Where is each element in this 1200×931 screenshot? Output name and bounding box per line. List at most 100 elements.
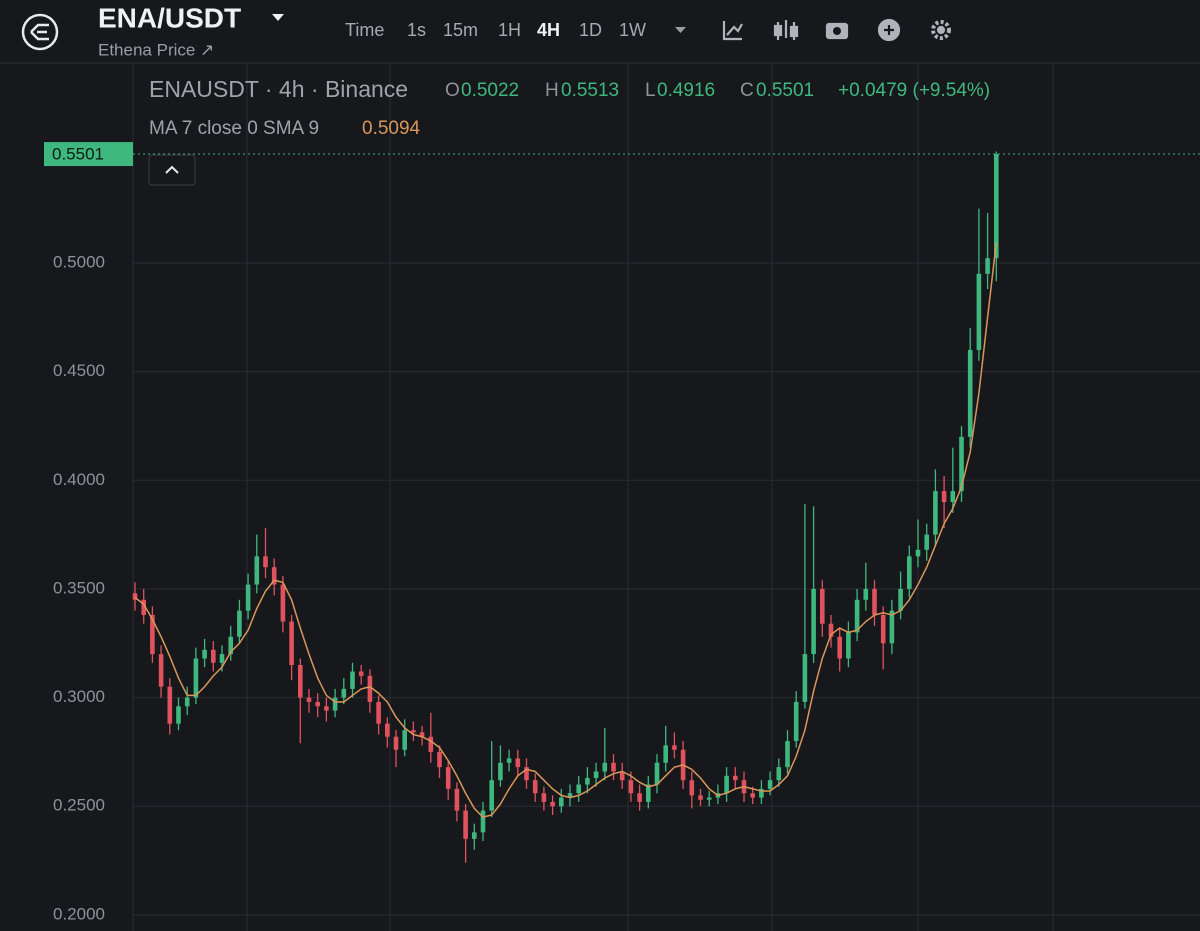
candle-body bbox=[158, 654, 164, 687]
candle-body bbox=[358, 671, 364, 676]
interval-button[interactable]: Time bbox=[345, 20, 384, 40]
ma-value: 0.5094 bbox=[362, 118, 421, 139]
candle-body bbox=[837, 636, 842, 659]
candles bbox=[132, 151, 1200, 863]
symbol-dropdown[interactable] bbox=[272, 14, 284, 21]
interval-button[interactable]: 15m bbox=[443, 20, 478, 40]
candle-body bbox=[915, 549, 921, 557]
ma-line bbox=[134, 242, 998, 818]
y-tick-label: 0.2000 bbox=[53, 904, 105, 923]
interval-button[interactable]: 4H bbox=[537, 20, 560, 40]
logo[interactable] bbox=[21, 13, 59, 51]
candle-body bbox=[132, 593, 138, 600]
candle-body bbox=[828, 623, 834, 637]
candle-body bbox=[802, 654, 808, 702]
candle-body bbox=[593, 771, 599, 779]
indicator-icon[interactable] bbox=[722, 21, 743, 41]
chart-title: ENAUSDT · 4h · Binance bbox=[149, 76, 408, 102]
candle-body bbox=[619, 771, 625, 781]
candle-body bbox=[689, 780, 695, 796]
ohlc-value: 0.5501 bbox=[756, 80, 814, 101]
candle-body bbox=[602, 762, 608, 772]
y-tick-label: 0.4500 bbox=[53, 361, 105, 380]
candle-body bbox=[332, 697, 338, 711]
candle-body bbox=[228, 636, 233, 655]
candle-body bbox=[550, 801, 555, 807]
toolbar: Time 1s 15m 1H 4H 1D 1W bbox=[345, 20, 646, 40]
candle-icon-body bbox=[773, 24, 783, 37]
candle-body bbox=[698, 795, 703, 800]
candle-body bbox=[889, 610, 895, 644]
candle-body bbox=[306, 697, 312, 702]
candle-body bbox=[907, 556, 912, 589]
candle-body bbox=[254, 556, 260, 585]
candle-body bbox=[271, 567, 277, 585]
candle-body bbox=[480, 810, 486, 833]
ma-name: MA 7 close 0 SMA 9 bbox=[149, 118, 319, 139]
interval-button[interactable]: 1D bbox=[579, 20, 602, 40]
candle-body bbox=[202, 649, 207, 659]
candle-body bbox=[402, 730, 407, 750]
candle-body bbox=[950, 491, 956, 502]
interval-dropdown[interactable] bbox=[675, 27, 686, 33]
candle-body bbox=[880, 615, 886, 644]
ohlc-value: 0.5022 bbox=[461, 80, 519, 101]
ohlc-value: 0.5513 bbox=[561, 80, 619, 101]
y-tick-label: 0.5000 bbox=[53, 252, 105, 271]
candle-body bbox=[611, 762, 616, 772]
candle-body bbox=[489, 780, 494, 811]
candle-body bbox=[376, 701, 381, 724]
candle-body bbox=[820, 588, 825, 624]
collapse-chevron bbox=[165, 165, 179, 174]
candle-body bbox=[463, 810, 468, 839]
candle-body bbox=[872, 588, 877, 616]
toolbar-icons bbox=[722, 18, 951, 42]
interval-button[interactable]: 1W bbox=[619, 20, 646, 40]
candle-icon-body bbox=[789, 25, 799, 38]
candle-body bbox=[646, 784, 651, 802]
ohlc-value: 0.4916 bbox=[657, 80, 715, 101]
candle-body bbox=[141, 599, 146, 616]
collapse-button[interactable] bbox=[148, 154, 196, 186]
candle-body bbox=[184, 697, 190, 707]
candle-body bbox=[411, 730, 416, 733]
candle-body bbox=[367, 675, 373, 702]
candle-body bbox=[959, 436, 964, 492]
candle-body bbox=[776, 767, 782, 781]
candle-body bbox=[324, 706, 329, 711]
candle-body bbox=[506, 758, 512, 763]
candle-body bbox=[994, 154, 999, 259]
candle-body bbox=[167, 686, 173, 724]
candle-body bbox=[315, 701, 320, 707]
interval-button[interactable]: 1s bbox=[407, 20, 426, 40]
candle-body bbox=[785, 741, 790, 768]
candle-body bbox=[898, 588, 903, 611]
settings-center bbox=[936, 25, 946, 35]
candle-body bbox=[637, 793, 642, 802]
add-icon-plus bbox=[884, 25, 894, 35]
candle-body bbox=[663, 745, 668, 763]
candle-body bbox=[211, 649, 216, 663]
candle-body bbox=[445, 767, 451, 789]
candle-body bbox=[576, 784, 581, 794]
last-price-tag bbox=[44, 142, 133, 167]
candle-body bbox=[176, 706, 181, 724]
interval-button[interactable]: 1H bbox=[498, 20, 521, 40]
candle-body bbox=[941, 491, 947, 502]
subtitle[interactable]: Ethena Price ↗ bbox=[98, 40, 214, 59]
candle-body bbox=[541, 793, 547, 802]
camera-lens bbox=[833, 27, 841, 35]
settings-icon[interactable] bbox=[931, 20, 951, 40]
ohlc-letter: H bbox=[545, 80, 559, 101]
candle-body bbox=[245, 584, 251, 611]
candle-body bbox=[967, 349, 973, 437]
candle-body bbox=[654, 762, 660, 785]
candle-body bbox=[976, 273, 982, 350]
candle-body bbox=[280, 584, 286, 622]
candle-body bbox=[846, 632, 851, 659]
ohlc-letter: C bbox=[740, 80, 754, 101]
candle-body bbox=[263, 556, 268, 568]
symbol[interactable]: ENA/USDT bbox=[98, 2, 241, 33]
